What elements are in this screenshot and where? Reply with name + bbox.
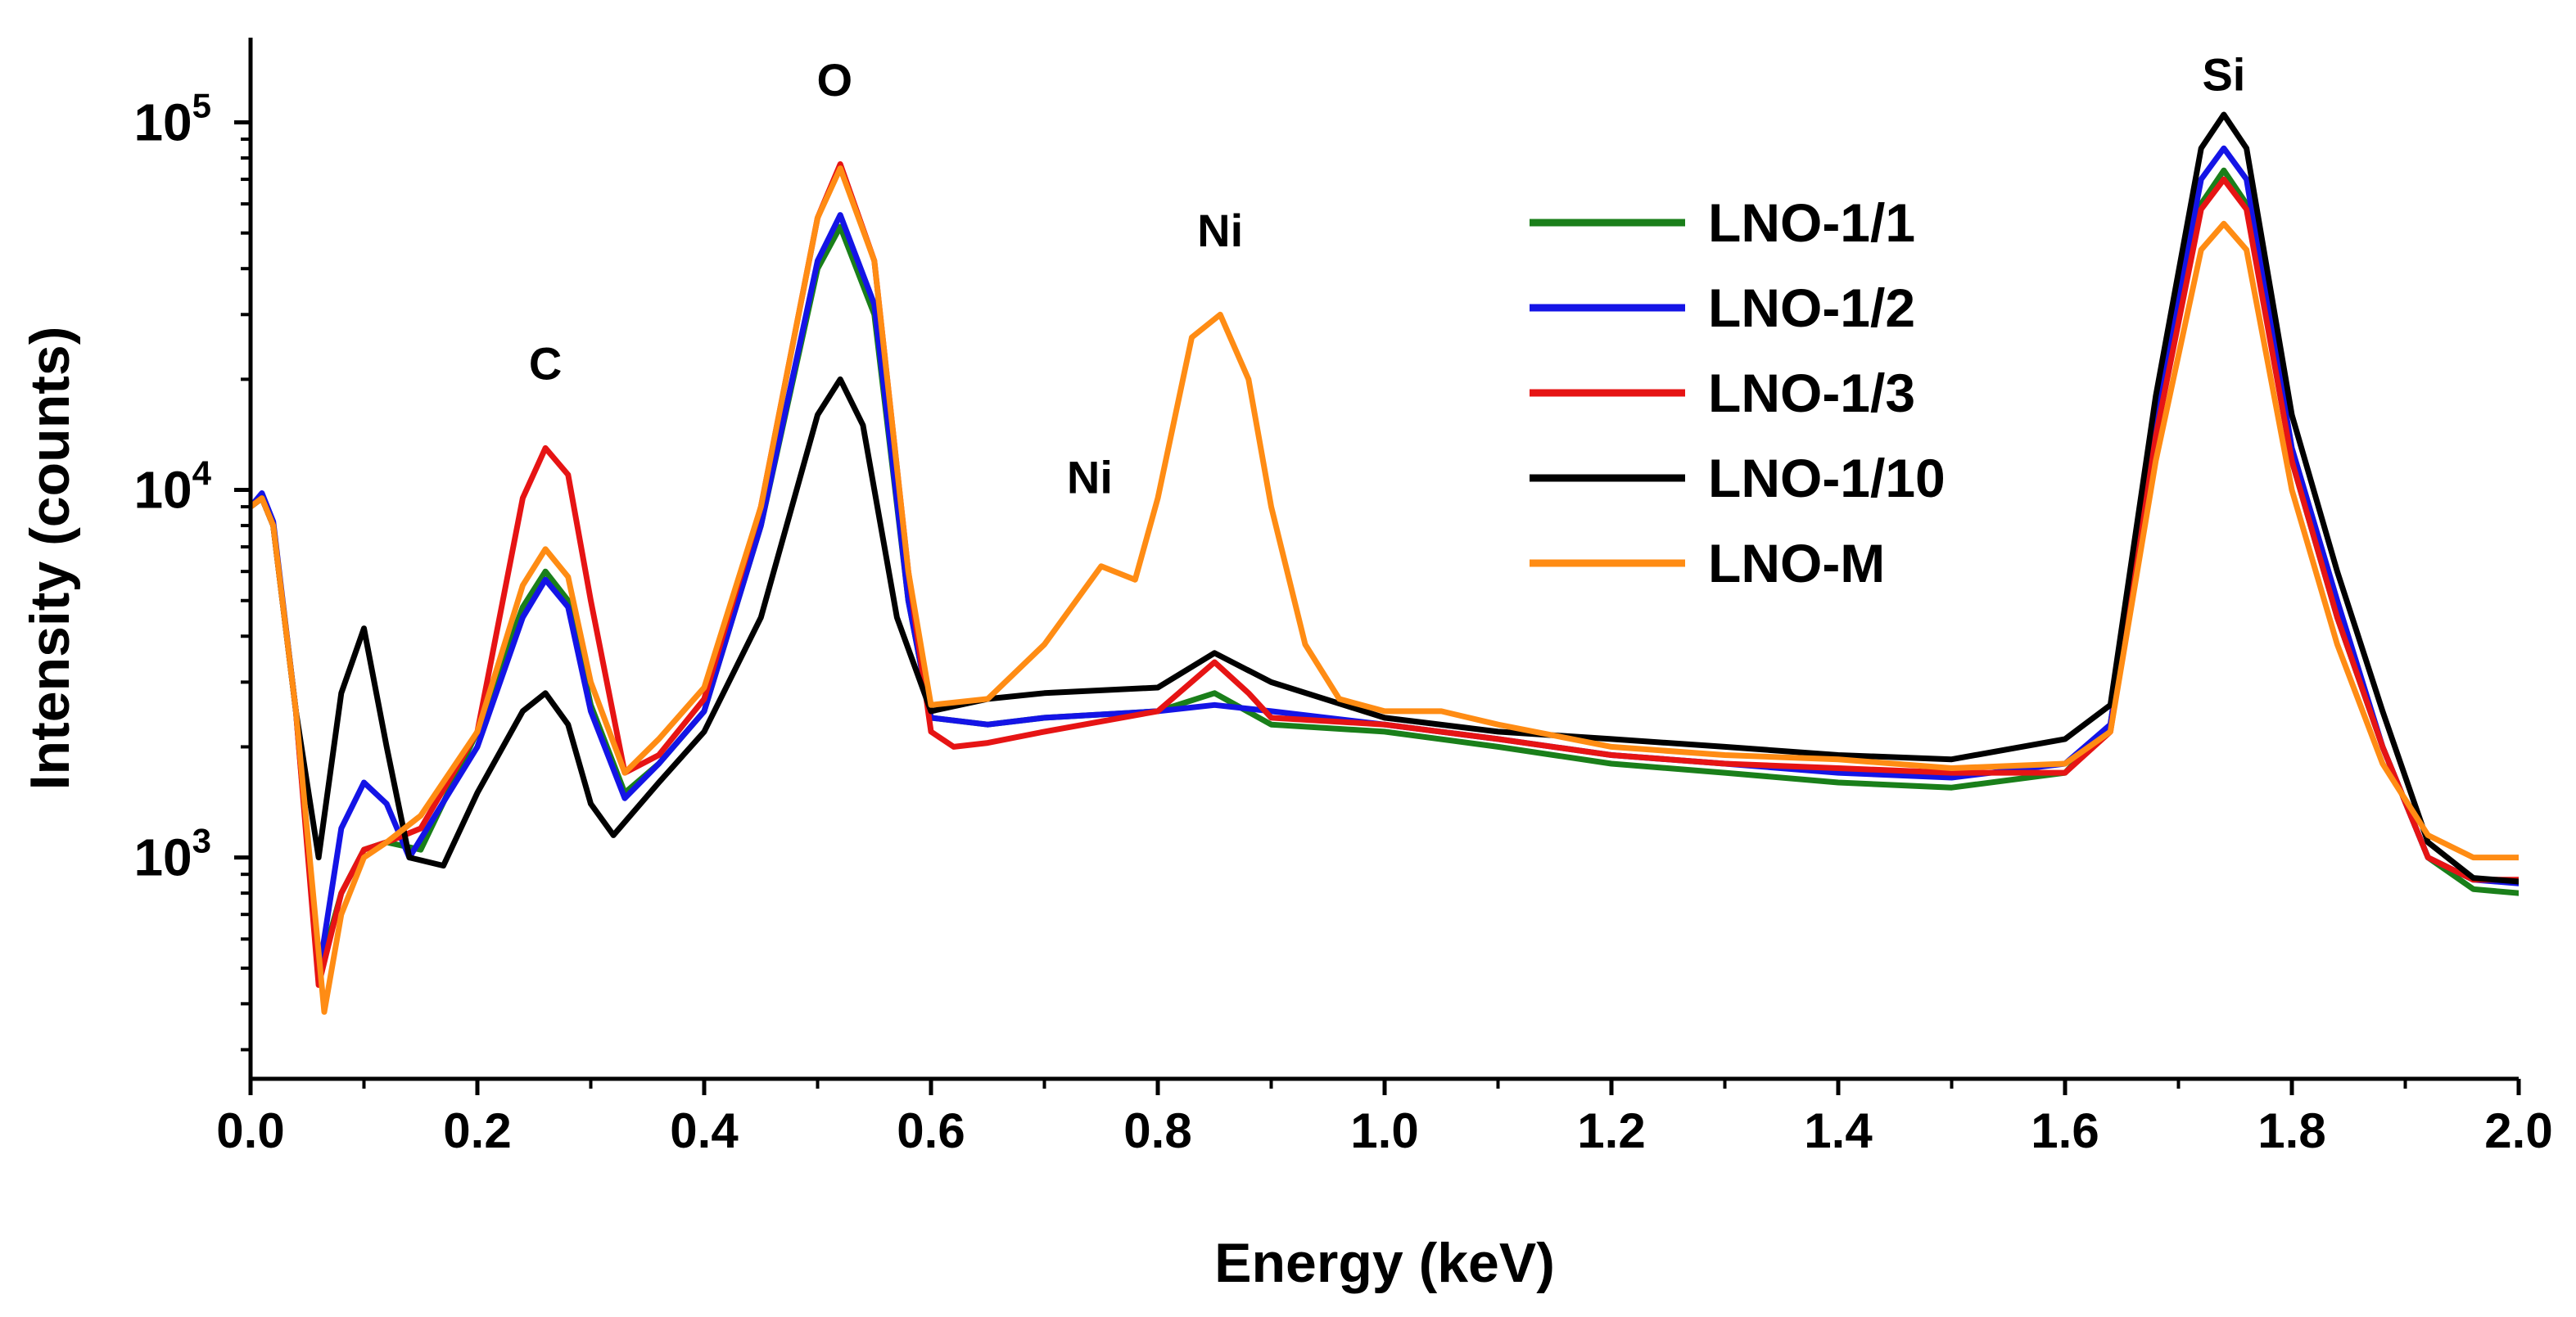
x-tick-label: 1.4 [1804, 1103, 1873, 1158]
y-tick-label: 103 [133, 822, 211, 887]
legend-label-lno-1-2: LNO-1/2 [1708, 277, 1915, 338]
legend: LNO-1/1 LNO-1/2 LNO-1/3 LNO-1/10 LNO-M [1530, 192, 1946, 593]
peak-label-ni: Ni [1067, 452, 1113, 503]
y-axis-title: Intensity (counts) [19, 327, 81, 791]
axes-layer: 0.0 0.2 0.4 0.6 0.8 1.0 1.2 1.4 1.6 1.8 2.01031041… [19, 38, 2553, 1294]
series-line-lno-1-10 [251, 111, 2519, 885]
x-tick-label: 1.0 [1350, 1103, 1418, 1158]
peak-label-si: Si [2202, 49, 2245, 101]
y-tick-label: 104 [133, 454, 211, 520]
x-tick-label: 0.6 [897, 1103, 965, 1158]
x-tick-label: 0.8 [1123, 1103, 1191, 1158]
peak-label-o: O [816, 54, 852, 106]
y-tick-base: 10 [133, 92, 192, 151]
y-tick-label: 105 [133, 86, 211, 151]
legend-label-lno-m: LNO-M [1708, 533, 1885, 593]
series-line-lno-m [251, 165, 2519, 1015]
series-line-lno-1-3 [251, 161, 2519, 988]
peak-label-ni: Ni [1197, 205, 1243, 256]
x-tick-label: 1.8 [2257, 1103, 2325, 1158]
x-tick-label: 0.0 [216, 1103, 284, 1158]
x-tick-label: 0.4 [670, 1103, 739, 1158]
y-tick-exponent: 5 [192, 86, 211, 124]
legend-label-lno-1-1: LNO-1/1 [1708, 192, 1915, 253]
x-axis-title: Energy (keV) [1214, 1232, 1555, 1294]
x-tick-label: 2.0 [2484, 1103, 2552, 1158]
y-tick-base: 10 [133, 828, 192, 887]
y-tick-exponent: 3 [192, 822, 211, 860]
y-tick-exponent: 4 [192, 454, 212, 493]
x-tick-label: 1.2 [1577, 1103, 1645, 1158]
series-layer [251, 111, 2519, 1015]
legend-label-lno-1-10: LNO-1/10 [1708, 448, 1946, 508]
annotations-layer: C O Ni Ni Si [529, 49, 2245, 503]
y-tick-base: 10 [133, 461, 192, 520]
x-tick-label: 1.6 [2031, 1103, 2099, 1158]
x-tick-label: 0.2 [443, 1103, 511, 1158]
legend-label-lno-1-3: LNO-1/3 [1708, 363, 1915, 423]
peak-label-c: C [529, 337, 562, 389]
